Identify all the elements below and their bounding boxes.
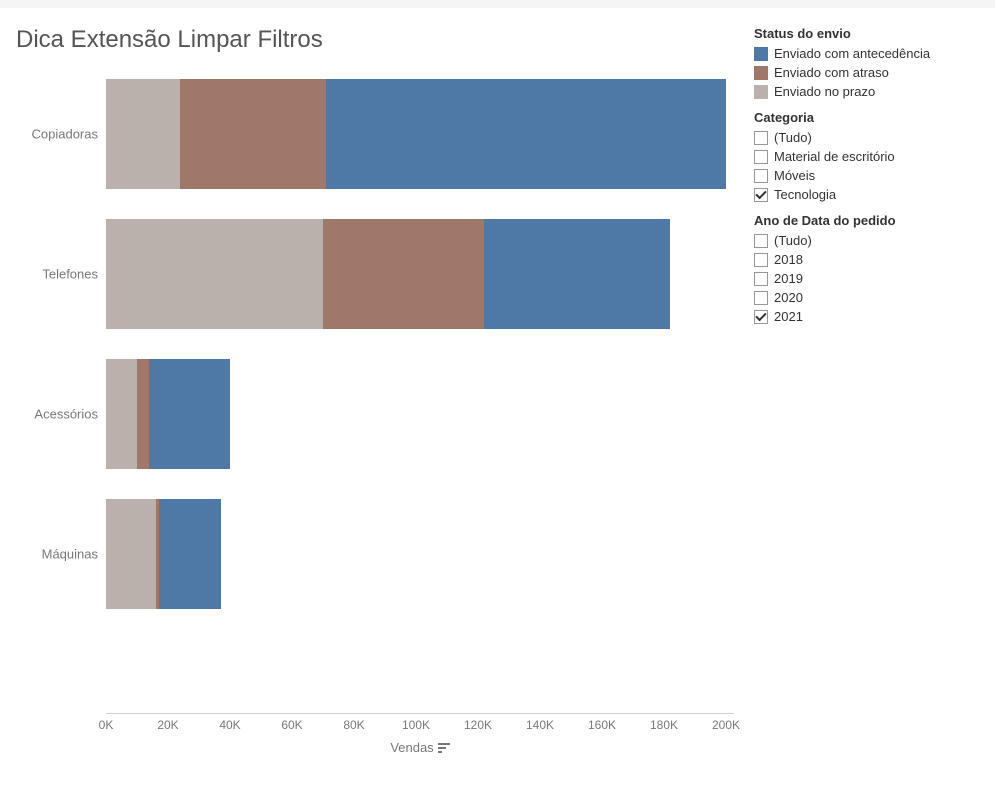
dashboard-container: Dica Extensão Limpar Filtros Copiadoras T… [0, 8, 995, 755]
legend-status: Enviado com antecedência Enviado com atra… [754, 45, 979, 100]
checkbox[interactable] [754, 131, 768, 145]
color-swatch [754, 66, 768, 80]
y-axis-category-label: Máquinas [42, 547, 98, 562]
bar-segment[interactable] [137, 359, 149, 469]
bar-segment[interactable] [159, 499, 221, 609]
filter-option-categoria[interactable]: (Tudo) [754, 129, 979, 146]
bar-segment[interactable] [106, 499, 156, 609]
y-axis-category-label: Acessórios [34, 407, 98, 422]
x-axis-tick: 60K [281, 718, 302, 732]
checkbox[interactable] [754, 188, 768, 202]
bar-segment[interactable] [484, 219, 670, 329]
top-bar [0, 0, 995, 8]
x-axis-tick: 120K [464, 718, 492, 732]
filter-option-label: 2019 [774, 271, 803, 286]
bar-segment[interactable] [323, 219, 484, 329]
filter-option-categoria[interactable]: Material de escritório [754, 148, 979, 165]
filter-title-status: Status do envio [754, 26, 979, 41]
x-axis-title: Vendas [106, 740, 734, 755]
x-axis-tick: 80K [343, 718, 364, 732]
checkbox[interactable] [754, 272, 768, 286]
filter-option-label: 2018 [774, 252, 803, 267]
checkbox[interactable] [754, 234, 768, 248]
filter-option-label: Móveis [774, 168, 815, 183]
x-axis: 0K20K40K60K80K100K120K140K160K180K200K [106, 714, 734, 734]
filter-option-label: (Tudo) [774, 130, 812, 145]
filter-panel: Status do envio Enviado com antecedência… [754, 18, 979, 755]
legend-item[interactable]: Enviado com atraso [754, 64, 979, 81]
x-axis-tick: 140K [526, 718, 554, 732]
checkbox[interactable] [754, 310, 768, 324]
bar-segment[interactable] [106, 79, 180, 189]
legend-label: Enviado no prazo [774, 84, 875, 99]
filter-title-categoria: Categoria [754, 110, 979, 125]
page-title: Dica Extensão Limpar Filtros [16, 26, 734, 54]
bar-segment[interactable] [106, 359, 137, 469]
bar-row[interactable] [106, 499, 221, 609]
x-axis-tick: 40K [219, 718, 240, 732]
x-axis-tick: 160K [588, 718, 616, 732]
y-axis-category-label: Telefones [42, 267, 98, 282]
color-swatch [754, 47, 768, 61]
bar-row[interactable] [106, 79, 726, 189]
filter-option-ano[interactable]: 2020 [754, 289, 979, 306]
bar-segment[interactable] [326, 79, 726, 189]
bar-row[interactable] [106, 219, 670, 329]
chart-plot [106, 74, 734, 714]
filter-option-ano[interactable]: 2021 [754, 308, 979, 325]
filter-categoria: (Tudo) Material de escritório Móveis Tecnol… [754, 129, 979, 203]
filter-option-ano[interactable]: 2019 [754, 270, 979, 287]
main-panel: Dica Extensão Limpar Filtros Copiadoras T… [16, 18, 754, 755]
filter-title-ano: Ano de Data do pedido [754, 213, 979, 228]
filter-option-ano[interactable]: 2018 [754, 251, 979, 268]
legend-item[interactable]: Enviado com antecedência [754, 45, 979, 62]
filter-option-categoria[interactable]: Móveis [754, 167, 979, 184]
checkbox[interactable] [754, 253, 768, 267]
filter-option-label: (Tudo) [774, 233, 812, 248]
filter-option-label: Tecnologia [774, 187, 836, 202]
y-axis-labels: Copiadoras Telefones Acessórios Máquinas [16, 74, 106, 714]
filter-option-label: 2020 [774, 290, 803, 305]
filter-option-ano[interactable]: (Tudo) [754, 232, 979, 249]
bar-segment[interactable] [180, 79, 326, 189]
filter-option-label: Material de escritório [774, 149, 895, 164]
legend-label: Enviado com antecedência [774, 46, 930, 61]
bar-row[interactable] [106, 359, 230, 469]
y-axis-category-label: Copiadoras [32, 127, 99, 142]
x-axis-tick: 180K [650, 718, 678, 732]
filter-option-label: 2021 [774, 309, 803, 324]
legend-label: Enviado com atraso [774, 65, 889, 80]
sort-desc-icon [438, 743, 450, 753]
x-axis-label-text: Vendas [390, 740, 433, 755]
x-axis-tick: 20K [157, 718, 178, 732]
x-axis-tick: 200K [712, 718, 740, 732]
checkbox[interactable] [754, 169, 768, 183]
legend-item[interactable]: Enviado no prazo [754, 83, 979, 100]
bar-segment[interactable] [106, 219, 323, 329]
color-swatch [754, 85, 768, 99]
x-axis-tick: 0K [99, 718, 114, 732]
checkbox[interactable] [754, 150, 768, 164]
checkbox[interactable] [754, 291, 768, 305]
filter-option-categoria[interactable]: Tecnologia [754, 186, 979, 203]
chart-area: Copiadoras Telefones Acessórios Máquinas [16, 74, 734, 714]
filter-ano: (Tudo) 2018 2019 2020 2021 [754, 232, 979, 325]
x-axis-tick: 100K [402, 718, 430, 732]
bar-segment[interactable] [149, 359, 230, 469]
